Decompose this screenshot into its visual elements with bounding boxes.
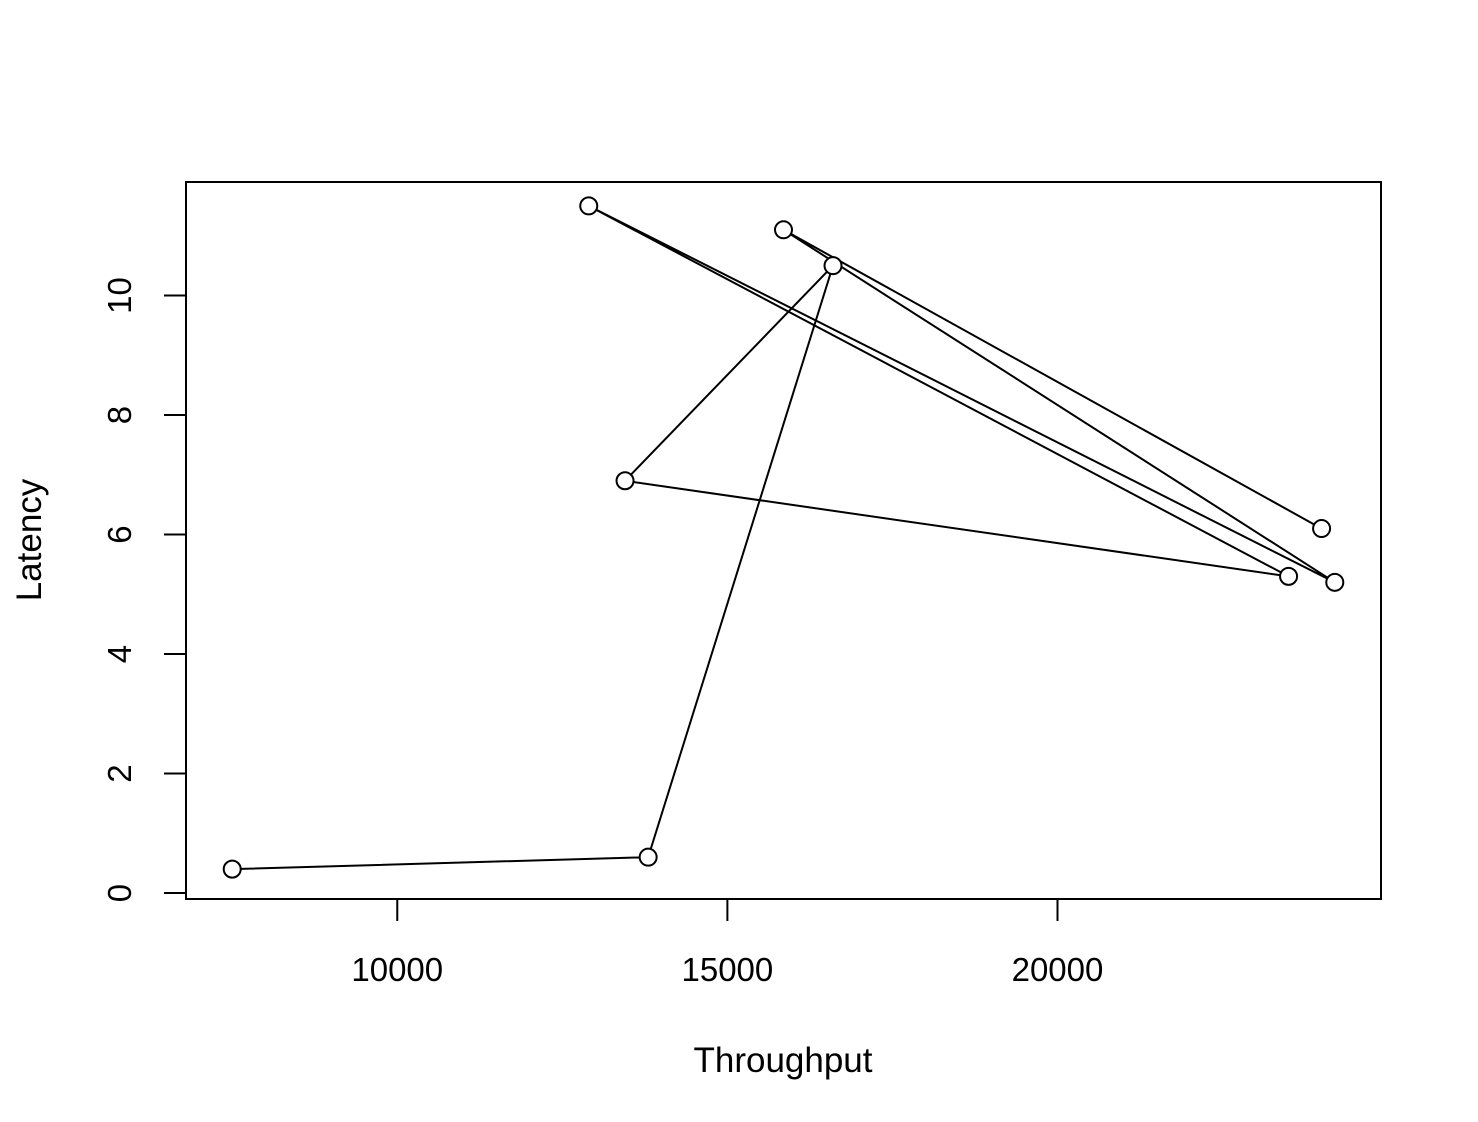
data-point [638, 847, 658, 867]
y-tick-label: 0 [101, 884, 138, 902]
x-tick-label: 15000 [681, 951, 773, 988]
y-axis: 0 2 4 6 8 10 [101, 277, 186, 902]
y-tick-label: 10 [101, 277, 138, 314]
y-axis-title: Latency [10, 478, 49, 601]
x-axis: 10000 15000 20000 [351, 899, 1103, 988]
plot-frame [185, 181, 1382, 900]
data-point [1325, 572, 1345, 592]
x-tick-label: 10000 [351, 951, 443, 988]
data-point [615, 471, 635, 491]
series-line [232, 205, 1336, 871]
data-point [774, 220, 793, 240]
data-points [222, 196, 1345, 879]
x-axis-title: Throughput [693, 1041, 872, 1080]
data-point [1312, 519, 1332, 539]
y-tick-label: 8 [101, 406, 138, 424]
x-tick-label: 20000 [1012, 951, 1104, 988]
data-point [222, 859, 242, 879]
y-tick-label: 6 [101, 525, 138, 543]
y-tick-label: 2 [101, 764, 138, 782]
data-point [1279, 566, 1299, 586]
data-point [579, 196, 599, 216]
data-point [823, 256, 843, 276]
y-tick-label: 4 [101, 645, 138, 663]
